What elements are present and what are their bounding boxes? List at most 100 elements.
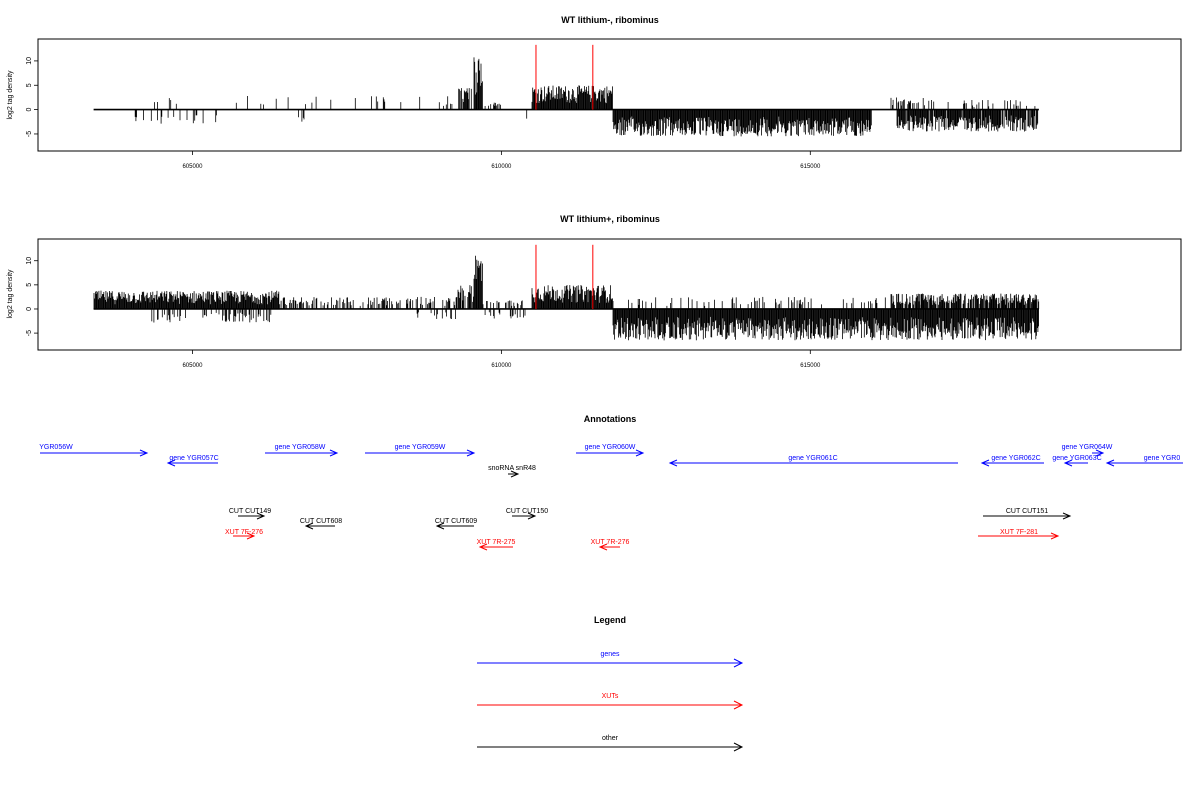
feature-label: gene YGR059W [395,444,446,451]
feature-label: gene YGR057C [169,455,218,462]
annotation-feature: gene YGR057C [166,455,219,467]
arrowhead-icon [733,658,744,668]
feature-label: CUT CUT608 [300,518,342,525]
feature-label: XUT 7F-276 [225,529,263,536]
arrowhead-icon [246,532,256,540]
feature-label: gene YGR058W [275,444,326,451]
legend-entry: XUTs [477,693,744,710]
annotation-feature: XUT 7R-275 [477,539,516,551]
legend-label: XUTs [602,693,619,700]
feature-label: CUT CUT149 [229,508,271,515]
y-tick-label: 5 [26,283,33,287]
arrowhead-icon [1105,459,1115,467]
x-ticks-2: 605000 610000 615000 [182,350,821,369]
arrowhead-icon [256,512,266,520]
legend-title: Legend [594,615,626,625]
y-tick-label: 0 [26,108,33,112]
marker-lines-1 [535,44,594,110]
annotation-feature: XUT 7F-276 [225,529,263,540]
y-axis-label-1: log2 tag density [7,70,14,120]
feature-label: snoRNA snR48 [488,465,536,472]
annotation-feature: gene YGR064W [1062,444,1113,457]
legend-entry: other [477,735,744,752]
y-tick-label: 10 [26,257,33,265]
arrowhead-icon [510,470,520,478]
arrowhead-icon [466,449,476,457]
annotation-feature: gene YGR062C [980,455,1044,467]
plot-frame-2 [37,238,1182,351]
arrowhead-icon [980,459,990,467]
legend-entry: genes [477,651,744,668]
feature-label: CUT CUT151 [1006,508,1048,515]
arrowhead-icon [139,449,149,457]
feature-label: gene YGR061C [788,455,837,462]
annotation-feature: YGR056W [39,444,149,457]
arrowhead-icon [329,449,339,457]
x-tick-label: 605000 [182,164,203,170]
feature-label: gene YGR0 [1144,455,1181,462]
arrowhead-icon [304,522,314,530]
feature-label: gene YGR062C [991,455,1040,462]
arrowhead-icon [1063,459,1073,467]
arrowhead-icon [1050,532,1060,540]
feature-label: YGR056W [39,444,73,451]
arrowhead-icon [435,522,445,530]
annotation-feature: gene YGR060W [576,444,645,457]
track-panel-2: WT lithium+, ribominus log2 tag density … [7,214,1182,369]
feature-label: XUT 7R-276 [591,539,630,546]
annotations-title: Annotations [584,414,637,424]
legend-label: genes [600,651,620,658]
annotation-features: YGR056W gene YGR057C gene YGR058W gene YGR0… [39,444,1183,551]
legend-label: other [602,735,619,742]
x-tick-label: 605000 [182,363,203,369]
annotation-feature: snoRNA snR48 [488,465,536,478]
feature-label: gene YGR060W [585,444,636,451]
annotation-feature: XUT 7F-281 [978,529,1060,540]
legend-entries: genes XUTs other [477,651,744,752]
arrowhead-icon [635,449,645,457]
feature-label: XUT 7R-275 [477,539,516,546]
annotations-panel: Annotations YGR056W gene YGR057C gene YGR0… [39,414,1183,551]
y-tick-label: 0 [26,307,33,311]
annotation-feature: CUT CUT608 [300,518,342,530]
annotation-feature: gene YGR0 [1105,455,1183,467]
y-tick-label: 10 [26,57,33,65]
feature-label: XUT 7F-281 [1000,529,1038,536]
feature-label: gene YGR064W [1062,444,1113,451]
y-tick-label: -5 [26,131,33,137]
y-tick-label: 5 [26,83,33,87]
arrowhead-icon [1062,512,1072,520]
x-tick-label: 610000 [491,164,512,170]
arrowhead-icon [733,700,744,710]
feature-label: gene YGR063C [1052,455,1101,462]
plot-frame-1 [37,38,1182,152]
annotation-feature: CUT CUT151 [983,508,1072,520]
marker-lines-2 [535,244,594,309]
track-title-2: WT lithium+, ribominus [560,214,660,224]
feature-label: CUT CUT150 [506,508,548,515]
x-tick-label: 615000 [800,164,821,170]
annotation-feature: CUT CUT150 [506,508,548,520]
y-tick-label: -5 [26,330,33,336]
x-tick-label: 610000 [491,363,512,369]
annotation-feature: gene YGR061C [668,455,958,467]
y-ticks-2: -5 0 5 10 [26,257,38,336]
density-bars-2 [93,255,1040,341]
arrowhead-icon [598,543,608,551]
annotation-feature: CUT CUT149 [229,508,271,520]
arrowhead-icon [1095,449,1105,457]
arrowhead-icon [668,459,678,467]
x-tick-label: 615000 [800,363,821,369]
annotation-feature: gene YGR063C [1052,455,1102,467]
annotation-feature: gene YGR058W [265,444,339,457]
y-axis-label-2: log2 tag density [7,269,14,319]
arrowhead-icon [478,543,488,551]
feature-label: CUT CUT609 [435,518,477,525]
track-title-1: WT lithium-, ribominus [561,15,659,25]
annotation-feature: XUT 7R-276 [591,539,630,551]
y-ticks-1: -5 0 5 10 [26,57,38,137]
x-ticks-1: 605000 610000 615000 [182,151,821,170]
annotation-feature: CUT CUT609 [435,518,477,530]
arrowhead-icon [527,512,537,520]
